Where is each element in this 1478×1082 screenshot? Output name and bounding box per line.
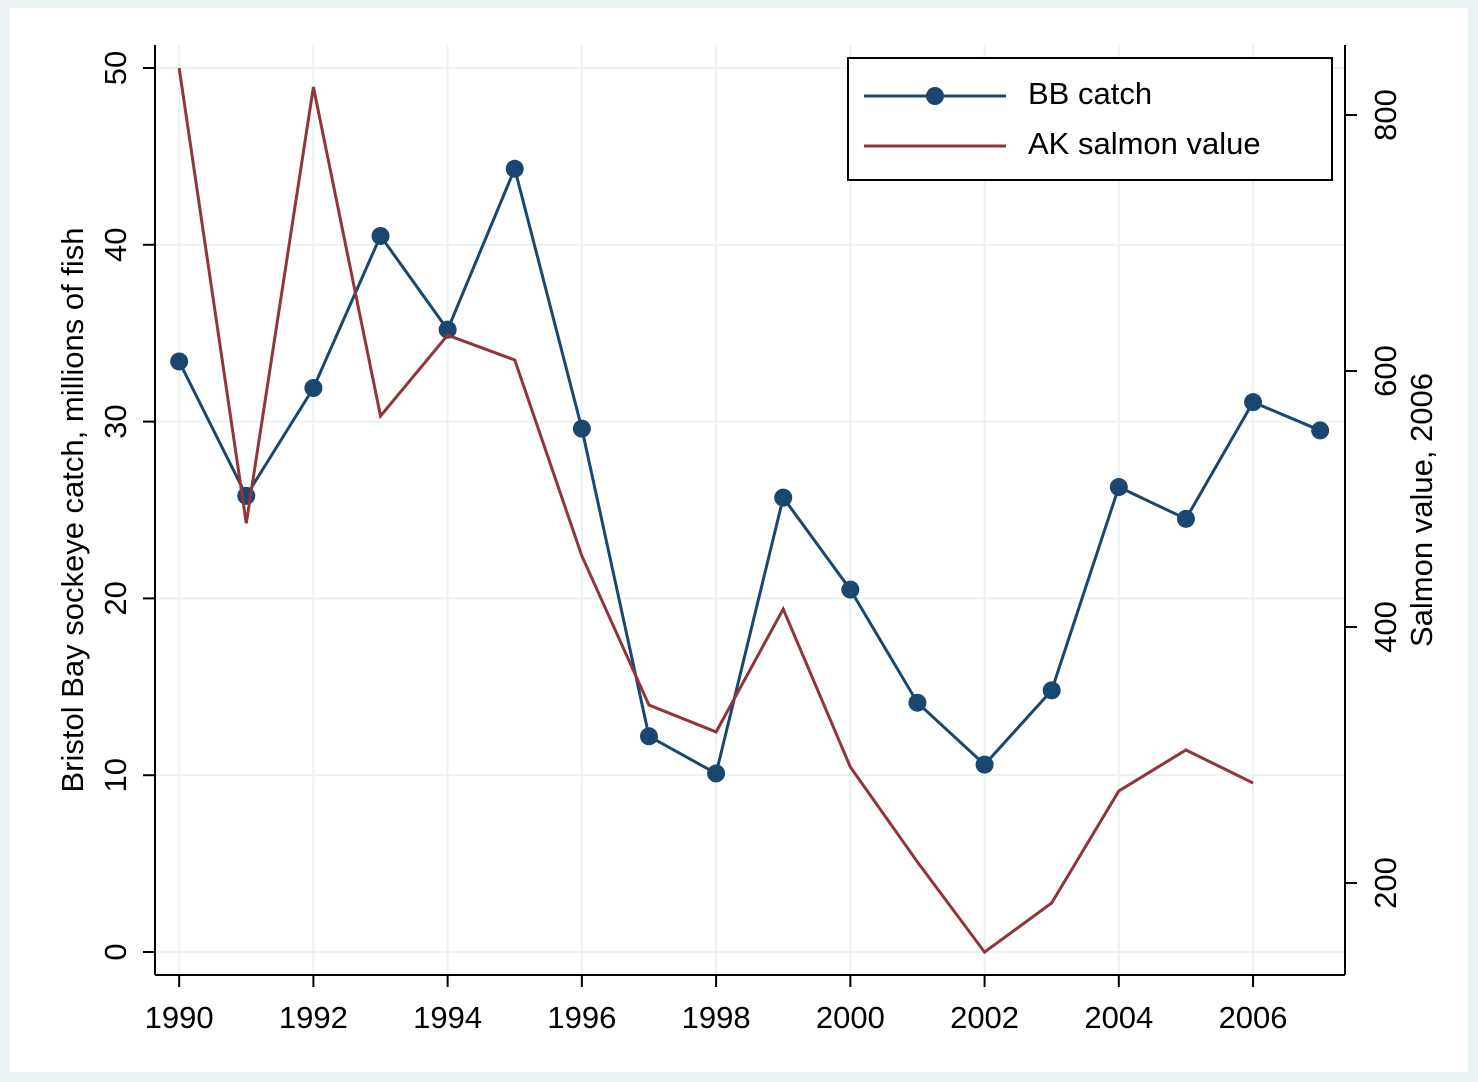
marker [841, 580, 860, 599]
graph-region [10, 8, 1468, 1072]
marker [975, 755, 994, 774]
marker [1176, 509, 1195, 528]
marker [1244, 393, 1263, 412]
y-axis-title: Bristol Bay sockeye catch, millions of f… [55, 227, 90, 792]
y2-tick-label: 200 [1368, 857, 1403, 909]
marker [1042, 681, 1061, 700]
y-tick-label: 30 [98, 404, 133, 438]
marker [1311, 421, 1330, 440]
legend-label: BB catch [1028, 76, 1152, 111]
x-tick-label: 2000 [816, 1000, 885, 1035]
series-line [177, 164, 1321, 776]
y2-axis-title: Salmon value, 2006 [1404, 373, 1439, 647]
marker [170, 352, 189, 371]
x-tick-label: 1994 [413, 1000, 482, 1035]
marker [505, 159, 524, 178]
marker [371, 226, 390, 245]
marker [639, 727, 658, 746]
y-tick-label: 0 [98, 943, 133, 960]
y-tick-label: 10 [98, 758, 133, 792]
x-tick-label: 1992 [279, 1000, 348, 1035]
y-tick-label: 40 [98, 228, 133, 262]
legend-marker [926, 87, 944, 105]
marker [908, 693, 927, 712]
marker [572, 419, 591, 438]
y-tick-label: 20 [98, 581, 133, 615]
marker [438, 320, 457, 339]
y2-tick-label: 600 [1368, 345, 1403, 397]
marker [304, 379, 323, 398]
y2-tick-label: 400 [1368, 601, 1403, 653]
x-tick-label: 1990 [145, 1000, 214, 1035]
legend-label: AK salmon value [1028, 126, 1261, 161]
legend: BB catch AK salmon value [847, 57, 1333, 181]
series-line [177, 67, 1254, 955]
x-tick-label: 1998 [682, 1000, 751, 1035]
y-tick-label: 50 [98, 51, 133, 85]
marker [774, 488, 793, 507]
x-tick-label: 2004 [1084, 1000, 1153, 1035]
x-tick-label: 2002 [950, 1000, 1019, 1035]
x-tick-label: 2006 [1219, 1000, 1288, 1035]
marker [1109, 478, 1128, 497]
x-tick-label: 1996 [547, 1000, 616, 1035]
y2-tick-label: 800 [1368, 89, 1403, 141]
legend-box [847, 57, 1333, 181]
marker [707, 764, 726, 783]
